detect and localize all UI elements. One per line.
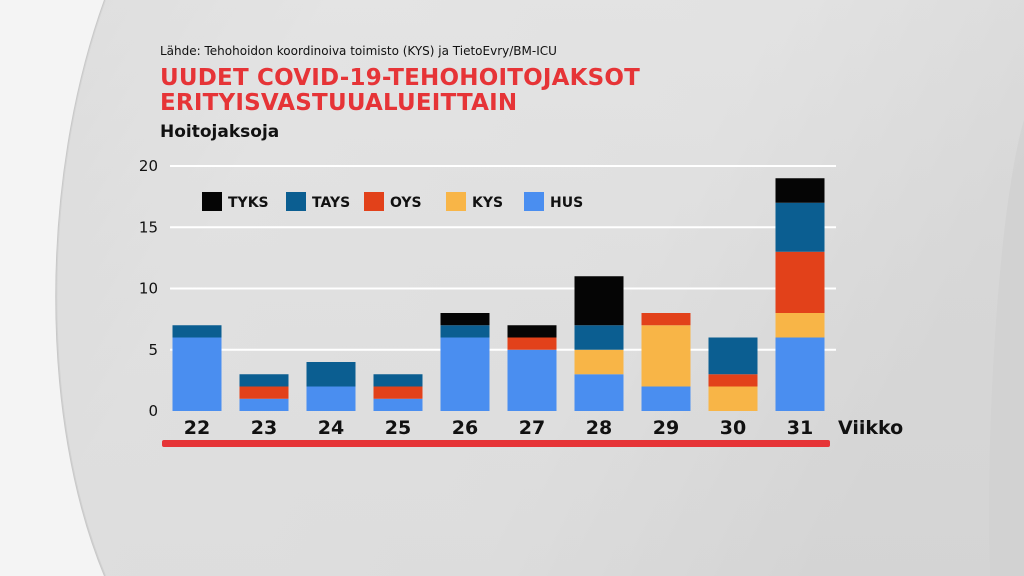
bar-segment-tays-week-28 [574, 325, 624, 350]
x-axis-label: Viikko [838, 417, 903, 439]
bar-segment-kys-week-30 [708, 386, 758, 411]
bar-segment-oys-week-23 [239, 386, 289, 399]
bar-segment-hus-week-26 [440, 337, 490, 411]
chart-title-line-2: ERITYISVASTUUALUEITTAIN [160, 90, 518, 116]
bar-segment-hus-week-29 [641, 386, 691, 411]
bar-segment-tyks-week-31 [775, 178, 825, 203]
x-tick-label: 29 [653, 417, 679, 439]
legend-label-kys: KYS [472, 195, 503, 211]
legend: TYKS TAYS OYS KYS HUS [202, 192, 583, 211]
bar-segment-tays-week-25 [373, 374, 423, 387]
legend-swatch-tyks [202, 192, 222, 211]
bar-segment-kys-week-31 [775, 313, 825, 338]
bar-segment-tays-week-30 [708, 337, 758, 375]
legend-swatch-kys [446, 192, 466, 211]
y-tick-label: 0 [148, 402, 158, 420]
legend-label-tyks: TYKS [228, 195, 269, 211]
y-axis-ticks: 0 5 10 15 20 [139, 157, 158, 420]
bar-segment-hus-week-24 [306, 386, 356, 411]
x-tick-label: 28 [586, 417, 612, 439]
y-tick-label: 5 [148, 341, 158, 359]
x-tick-label: 25 [385, 417, 411, 439]
x-axis-ticks: 22 23 24 25 26 27 28 29 30 31 [184, 417, 813, 439]
bar-segment-hus-week-28 [574, 374, 624, 411]
x-tick-label: 24 [318, 417, 344, 439]
legend-label-oys: OYS [390, 195, 422, 211]
bar-segment-tyks-week-28 [574, 276, 624, 326]
y-tick-label: 10 [139, 280, 158, 298]
accent-line [162, 440, 830, 447]
bar-segment-oys-week-25 [373, 386, 423, 399]
bar-segment-oys-week-30 [708, 374, 758, 387]
bar-segment-tyks-week-27 [507, 325, 557, 338]
bar-segment-hus-week-22 [172, 337, 222, 411]
legend-swatch-hus [524, 192, 544, 211]
bar-segment-tays-week-24 [306, 362, 356, 387]
gridlines [170, 165, 836, 351]
bar-segment-kys-week-29 [641, 325, 691, 387]
x-tick-label: 22 [184, 417, 210, 439]
bar-segment-tyks-week-26 [440, 313, 490, 326]
x-tick-label: 31 [787, 417, 813, 439]
bars [172, 178, 825, 411]
bar-segment-oys-week-29 [641, 313, 691, 326]
chart-title: UUDET COVID-19-TEHOHOITOJAKSOT ERITYISVA… [160, 66, 640, 116]
x-tick-label: 26 [452, 417, 478, 439]
chart-title-line-1: UUDET COVID-19-TEHOHOITOJAKSOT [160, 65, 641, 91]
y-tick-label: 20 [139, 157, 158, 175]
legend-swatch-tays [286, 192, 306, 211]
x-tick-label: 27 [519, 417, 545, 439]
x-tick-label: 30 [720, 417, 746, 439]
y-axis-label: Hoitojaksoja [160, 122, 280, 142]
legend-label-hus: HUS [550, 195, 583, 211]
legend-label-tays: TAYS [312, 195, 350, 211]
bar-segment-oys-week-31 [775, 251, 825, 313]
x-tick-label: 23 [251, 417, 277, 439]
bar-segment-oys-week-27 [507, 337, 557, 350]
bar-segment-hus-week-31 [775, 337, 825, 411]
bar-segment-hus-week-23 [239, 398, 289, 411]
y-tick-label: 15 [139, 218, 158, 236]
bar-segment-tays-week-23 [239, 374, 289, 387]
bar-segment-hus-week-25 [373, 398, 423, 411]
bar-segment-kys-week-28 [574, 349, 624, 375]
bar-segment-tays-week-22 [172, 325, 222, 338]
bar-segment-tays-week-31 [775, 202, 825, 252]
source-note: Lähde: Tehohoidon koordinoiva toimisto (… [160, 44, 557, 58]
bar-segment-hus-week-27 [507, 349, 557, 411]
bar-segment-tays-week-26 [440, 325, 490, 338]
legend-swatch-oys [364, 192, 384, 211]
